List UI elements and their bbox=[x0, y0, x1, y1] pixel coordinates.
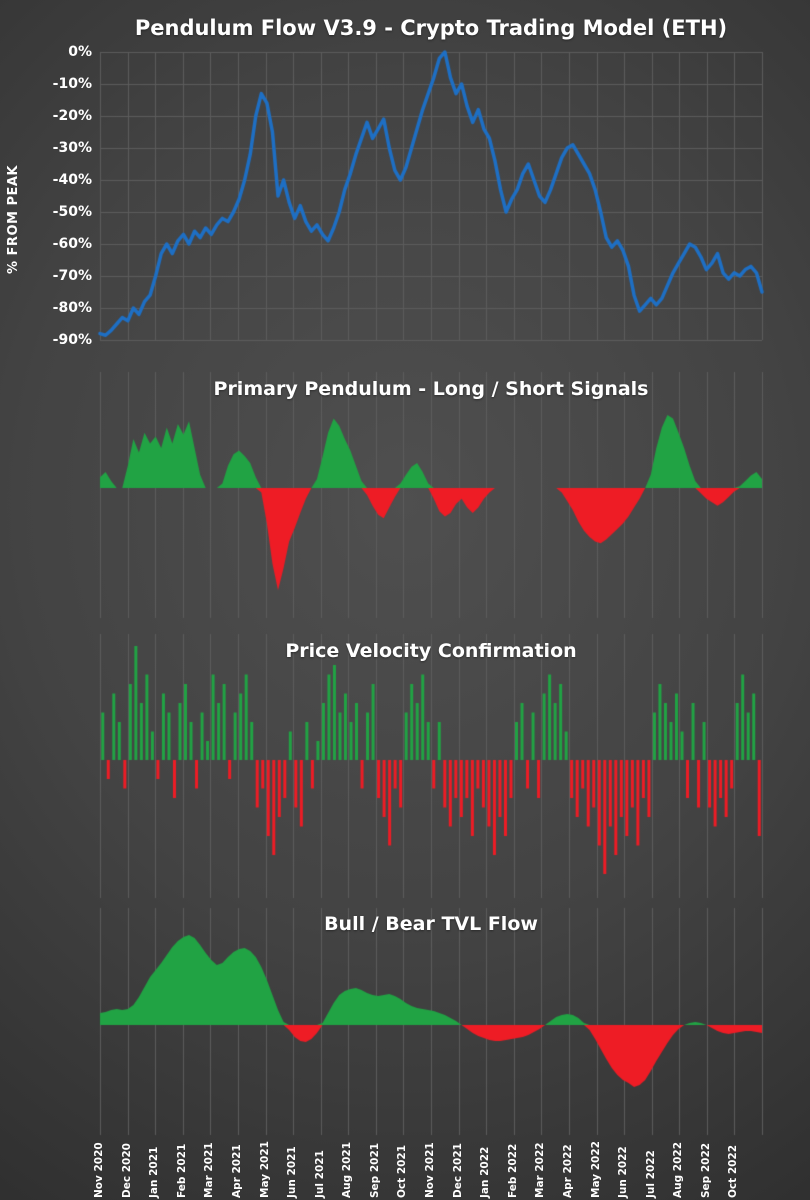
x-axis-label: Mar 2021 bbox=[203, 1142, 216, 1198]
x-axis-label: Apr 2022 bbox=[561, 1144, 574, 1198]
x-axis-label: Jul 2022 bbox=[644, 1150, 657, 1198]
x-axis-label: Sep 2022 bbox=[699, 1142, 712, 1198]
y-tick-label: -50% bbox=[52, 204, 92, 220]
y-tick-label: 0% bbox=[68, 44, 92, 60]
y-tick-label: -60% bbox=[52, 236, 92, 252]
x-axis-label: Dec 2021 bbox=[451, 1143, 464, 1198]
y-tick-label: -80% bbox=[52, 300, 92, 316]
x-axis-label: May 2022 bbox=[589, 1141, 602, 1198]
x-axis-label: Oct 2022 bbox=[727, 1144, 740, 1198]
x-axis-label: Sep 2021 bbox=[368, 1142, 381, 1198]
y-tick-label: -90% bbox=[52, 332, 92, 348]
x-axis-label: Jun 2022 bbox=[617, 1146, 630, 1198]
x-axis-label: Nov 2020 bbox=[93, 1142, 105, 1198]
x-axis-label: Apr 2021 bbox=[230, 1144, 243, 1198]
x-axis-label: Nov 2021 bbox=[424, 1142, 436, 1198]
x-axis-label: Dec 2020 bbox=[120, 1143, 133, 1198]
panel-title-tvl-flow: Bull / Bear TVL Flow bbox=[324, 913, 538, 935]
y-tick-label: -30% bbox=[52, 140, 92, 156]
x-axis-label: Mar 2022 bbox=[534, 1142, 547, 1198]
x-axis-label: Feb 2022 bbox=[506, 1143, 519, 1198]
x-axis-label: Aug 2021 bbox=[341, 1142, 354, 1198]
chart-title: Pendulum Flow V3.9 - Crypto Trading Mode… bbox=[134, 16, 728, 40]
x-axis-label: Jan 2022 bbox=[479, 1146, 492, 1198]
x-axis-label: Jul 2021 bbox=[313, 1150, 326, 1198]
y-tick-label: -20% bbox=[52, 108, 92, 124]
y-tick-label: -40% bbox=[52, 172, 92, 188]
x-axis-label: May 2021 bbox=[258, 1141, 271, 1198]
panel-title-price-velocity: Price Velocity Confirmation bbox=[285, 640, 577, 662]
x-axis-label: Oct 2021 bbox=[396, 1144, 409, 1198]
y-tick-label: -70% bbox=[52, 268, 92, 284]
y-tick-label: -10% bbox=[52, 76, 92, 92]
x-axis-label: Feb 2021 bbox=[175, 1143, 188, 1198]
panel-title-primary-pendulum: Primary Pendulum - Long / Short Signals bbox=[213, 378, 649, 400]
x-axis-label: Aug 2022 bbox=[672, 1142, 685, 1198]
x-axis-label: Jun 2021 bbox=[286, 1146, 299, 1198]
x-axis-label: Jan 2021 bbox=[148, 1146, 161, 1198]
